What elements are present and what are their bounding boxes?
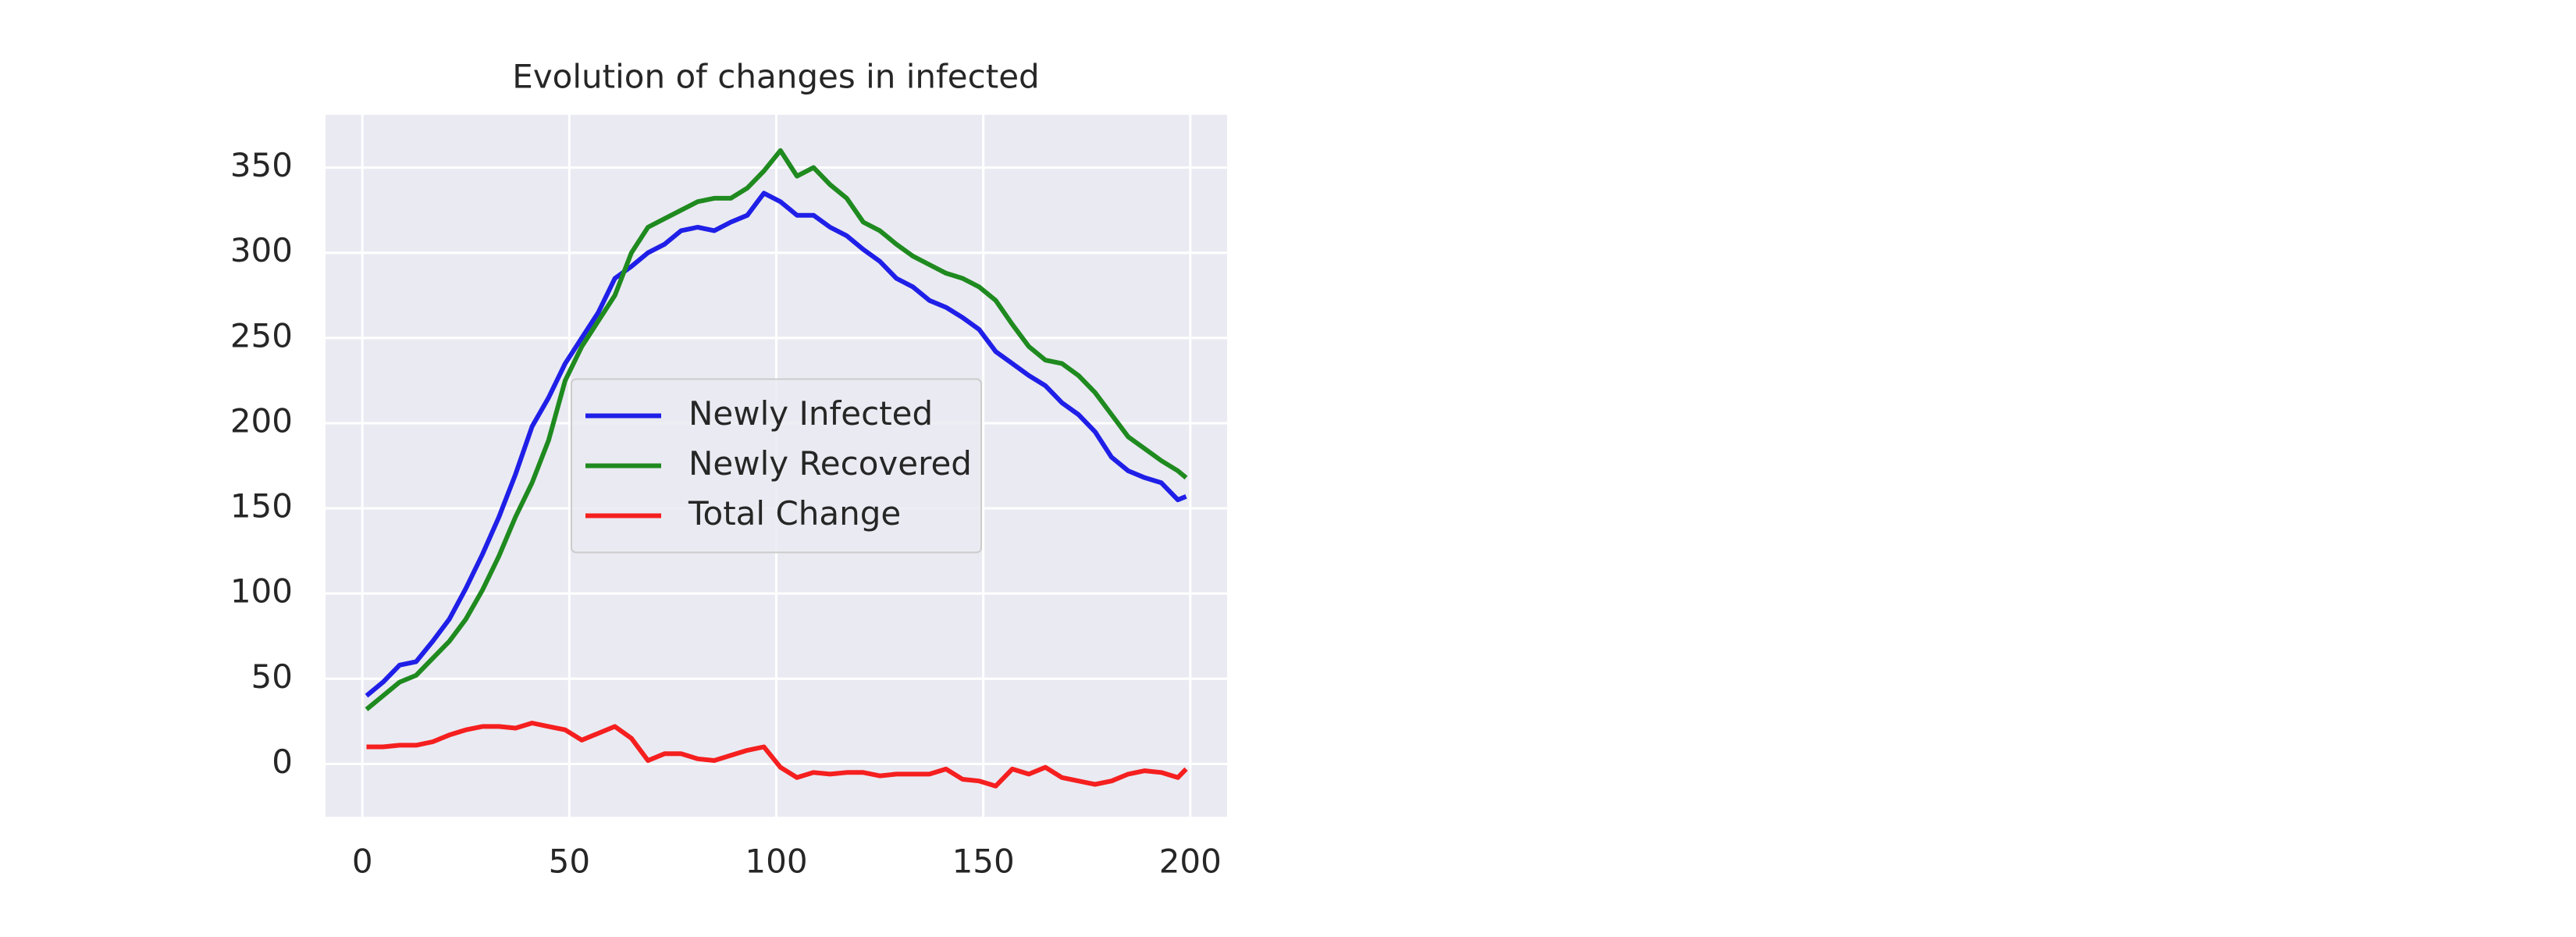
- y-tick-label: 300: [230, 231, 293, 269]
- x-tick-label: 0: [352, 843, 373, 881]
- y-tick-label: 0: [272, 743, 293, 781]
- series-line: [365, 191, 1187, 698]
- x-tick-label: 150: [952, 843, 1015, 881]
- y-tick-label: 100: [230, 572, 293, 611]
- y-tick-label: 150: [230, 487, 293, 526]
- y-tick-label: 50: [251, 657, 293, 696]
- legend-box: [571, 378, 982, 554]
- x-tick-label: 100: [745, 843, 807, 881]
- y-tick-label: 350: [230, 146, 293, 184]
- chart-title: Evolution of changes in infected: [512, 58, 1039, 96]
- legend-label: Total Change: [688, 494, 901, 533]
- legend-label: Newly Infected: [688, 394, 933, 433]
- y-tick-label: 250: [230, 316, 293, 354]
- x-tick-label: 50: [549, 843, 590, 881]
- legend-label: Newly Recovered: [688, 444, 972, 483]
- series-line: [365, 148, 1188, 711]
- y-tick-label: 200: [230, 401, 293, 440]
- series-line: [366, 721, 1188, 789]
- x-tick-label: 200: [1159, 843, 1222, 881]
